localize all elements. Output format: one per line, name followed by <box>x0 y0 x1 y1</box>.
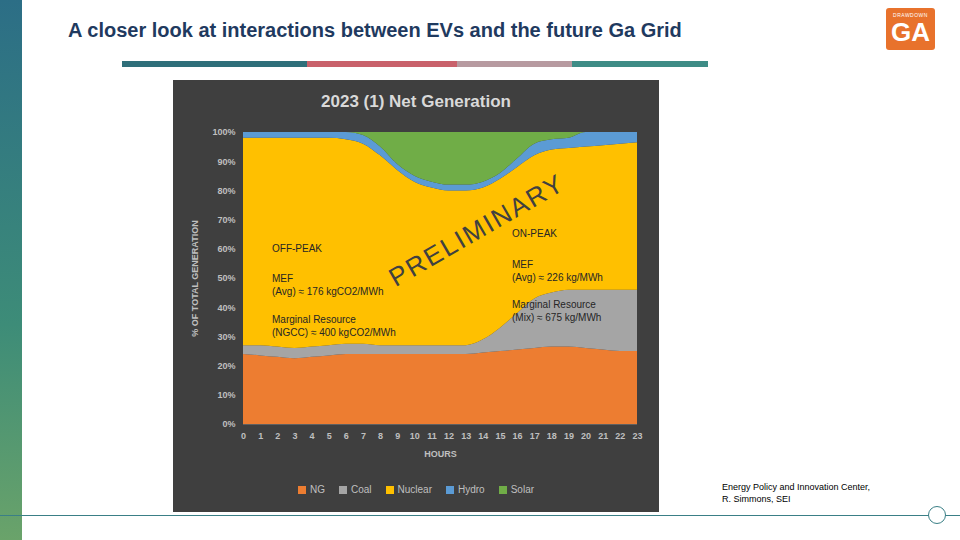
svg-text:20: 20 <box>581 431 591 441</box>
svg-text:20%: 20% <box>217 361 235 371</box>
svg-text:14: 14 <box>478 431 488 441</box>
svg-text:100%: 100% <box>212 127 235 137</box>
svg-text:90%: 90% <box>217 157 235 167</box>
svg-text:19: 19 <box>564 431 574 441</box>
html-text:MEF: MEF <box>272 273 294 284</box>
svg-text:30%: 30% <box>217 332 235 342</box>
svg-text:22: 22 <box>615 431 625 441</box>
html-text:(NGCC) ≈ 400 kgCO2/MWh: (NGCC) ≈ 400 kgCO2/MWh <box>272 327 396 338</box>
html-text:PRELIMINARY: PRELIMINARY <box>383 167 570 293</box>
html-text:DRAWDOWN: DRAWDOWN <box>893 12 928 18</box>
svg-text:0%: 0% <box>222 419 235 429</box>
svg-text:5: 5 <box>327 431 332 441</box>
html-text:OFF-PEAK: OFF-PEAK <box>272 243 322 254</box>
svg-text:12: 12 <box>444 431 454 441</box>
svg-text:60%: 60% <box>217 244 235 254</box>
html-text:Marginal Resource: Marginal Resource <box>272 314 356 325</box>
svg-text:50%: 50% <box>217 273 235 283</box>
svg-text:2: 2 <box>275 431 280 441</box>
html-text:(Mix) ≈ 675 kg/MWh: (Mix) ≈ 675 kg/MWh <box>512 312 602 323</box>
html-text:Marginal Resource: Marginal Resource <box>512 299 596 310</box>
svg-text:10%: 10% <box>217 390 235 400</box>
svg-text:18: 18 <box>547 431 557 441</box>
html-text:(Avg) ≈ 176 kgCO2/MWh: (Avg) ≈ 176 kgCO2/MWh <box>272 286 384 297</box>
svg-text:16: 16 <box>513 431 523 441</box>
html-text:A closer look at interactions: A closer look at interactions between EV… <box>68 19 682 41</box>
svg-text:3: 3 <box>292 431 297 441</box>
svg-text:9: 9 <box>395 431 400 441</box>
svg-text:13: 13 <box>461 431 471 441</box>
html-text:2023 (1) Net Generation: 2023 (1) Net Generation <box>321 92 511 111</box>
svg-text:8: 8 <box>378 431 383 441</box>
html-text:(Avg) ≈ 226 kg/MWh: (Avg) ≈ 226 kg/MWh <box>512 272 603 283</box>
svg-text:0: 0 <box>241 431 246 441</box>
svg-text:23: 23 <box>632 431 642 441</box>
svg-text:4: 4 <box>310 431 315 441</box>
html-text:Coal: Coal <box>351 484 372 495</box>
svg-text:17: 17 <box>530 431 540 441</box>
html-text:GA: GA <box>891 17 930 47</box>
svg-text:15: 15 <box>495 431 505 441</box>
svg-text:1: 1 <box>258 431 263 441</box>
html-text:ON-PEAK: ON-PEAK <box>512 228 557 239</box>
html-text:Energy Policy and Innovation C: Energy Policy and Innovation Center, <box>722 482 871 492</box>
svg-text:6: 6 <box>344 431 349 441</box>
svg-text:40%: 40% <box>217 303 235 313</box>
svg-text:10: 10 <box>410 431 420 441</box>
html-text:Nuclear: Nuclear <box>397 484 432 495</box>
svg-text:21: 21 <box>598 431 608 441</box>
html-text:MEF: MEF <box>512 259 534 270</box>
svg-text:7: 7 <box>361 431 366 441</box>
svg-text:% OF TOTAL GENERATION: % OF TOTAL GENERATION <box>190 220 200 336</box>
svg-text:11: 11 <box>427 431 437 441</box>
svg-text:80%: 80% <box>217 186 235 196</box>
html-text:R. Simmons, SEI: R. Simmons, SEI <box>722 494 791 504</box>
html-text:NG: NG <box>310 484 325 495</box>
html-text:Hydro: Hydro <box>458 484 485 495</box>
svg-text:70%: 70% <box>217 215 235 225</box>
svg-text:HOURS: HOURS <box>424 449 457 459</box>
html-text:Solar: Solar <box>510 484 534 495</box>
